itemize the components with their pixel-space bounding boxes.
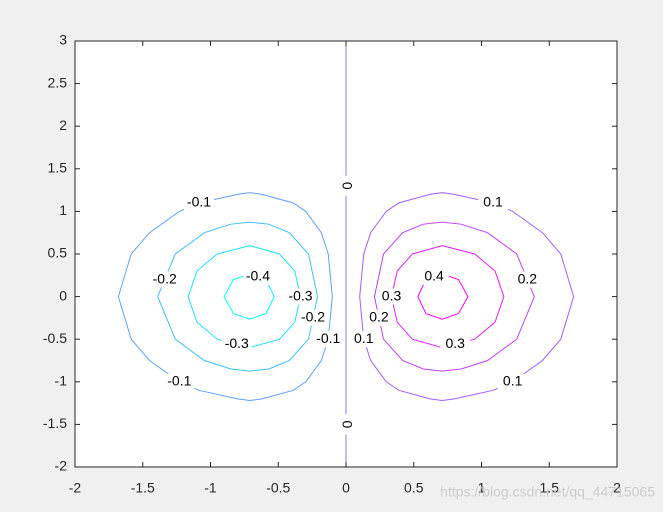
contour-label: -0.2 xyxy=(153,270,177,286)
contour-label: 0.1 xyxy=(503,373,523,389)
label-background xyxy=(313,331,344,348)
y-tick-label: 1 xyxy=(59,202,67,218)
contour-label: 0.2 xyxy=(518,270,538,286)
x-tick-label: 0.5 xyxy=(404,480,424,496)
label-background xyxy=(339,175,353,196)
x-tick-label: -1 xyxy=(204,480,217,496)
x-tick-label: -1.5 xyxy=(131,480,155,496)
contour-line xyxy=(417,273,469,320)
y-tick-label: 0 xyxy=(59,287,67,303)
contour-label: 0.2 xyxy=(369,309,389,325)
label-background xyxy=(298,309,329,326)
contour-line xyxy=(359,192,575,402)
label-background xyxy=(164,373,195,390)
y-tick-label: 0.5 xyxy=(48,245,68,261)
label-background xyxy=(419,268,450,285)
contour-label: 0 xyxy=(339,421,355,429)
label-background xyxy=(221,336,252,353)
contour-line xyxy=(373,221,535,372)
y-tick-label: 2 xyxy=(59,117,67,133)
label-background xyxy=(183,194,214,211)
y-tick-label: -1 xyxy=(55,373,68,389)
contour-label: 0.3 xyxy=(382,287,402,303)
contour-label: -0.4 xyxy=(246,267,270,283)
contour-label: -0.1 xyxy=(316,330,340,346)
contour-label: -0.2 xyxy=(301,309,325,325)
contour-label: 0 xyxy=(339,182,355,190)
label-background xyxy=(497,373,528,390)
watermark: https://blog.csdn.net/qq_44715065 xyxy=(440,484,655,500)
x-tick-label: 2 xyxy=(613,480,621,496)
label-background xyxy=(242,268,273,285)
x-tick-label: -2 xyxy=(69,480,82,496)
label-background xyxy=(149,271,180,288)
contour-label: 0.1 xyxy=(354,330,374,346)
contour-line xyxy=(223,273,275,320)
label-background xyxy=(339,414,353,435)
y-tick-label: 1.5 xyxy=(48,160,68,176)
y-tick-label: -2 xyxy=(55,458,68,474)
contour-label: 0.1 xyxy=(483,194,503,210)
label-background xyxy=(285,288,316,305)
contour-line xyxy=(157,221,319,372)
label-background xyxy=(348,331,379,348)
contour-label: 0.3 xyxy=(445,335,465,351)
contour-label: -0.1 xyxy=(167,373,191,389)
contour-label: -0.3 xyxy=(225,335,249,351)
y-tick-label: -1.5 xyxy=(43,415,67,431)
x-tick-label: -0.5 xyxy=(266,480,290,496)
x-tick-label: 0 xyxy=(342,480,350,496)
x-tick-label: 1.5 xyxy=(540,480,560,496)
y-tick-label: 2.5 xyxy=(48,74,68,90)
label-background xyxy=(376,288,407,305)
contour-label: -0.3 xyxy=(288,287,312,303)
label-background xyxy=(363,309,394,326)
contour-line xyxy=(117,192,333,402)
contour-label: -0.1 xyxy=(187,194,211,210)
y-tick-label: 3 xyxy=(59,32,67,48)
x-tick-label: 1 xyxy=(478,480,486,496)
contour-label: 0.4 xyxy=(424,267,444,283)
y-tick-label: -0.5 xyxy=(43,330,67,346)
label-background xyxy=(512,271,543,288)
label-background xyxy=(440,336,471,353)
label-background xyxy=(478,194,509,211)
